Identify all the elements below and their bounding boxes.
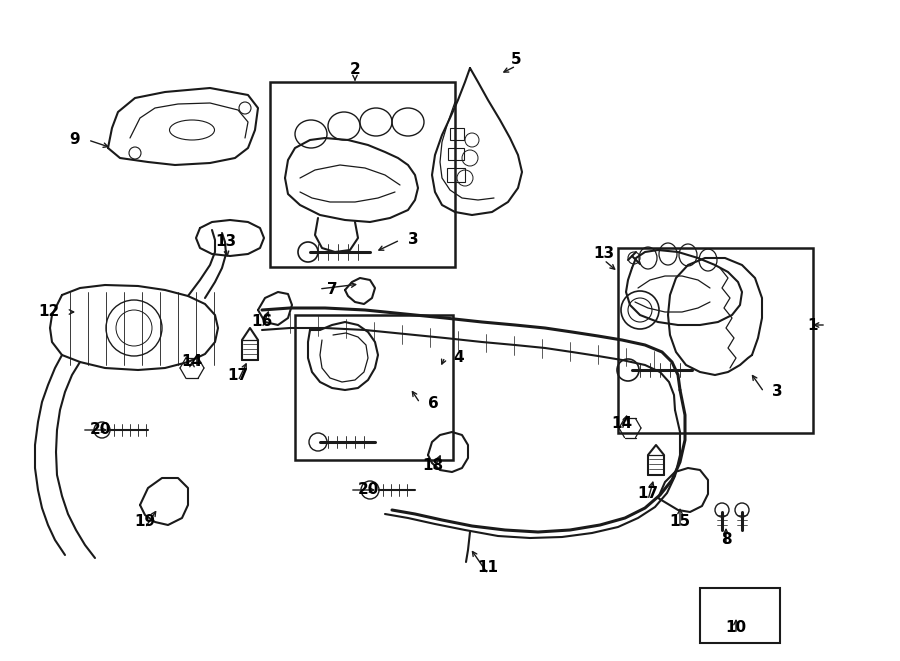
Text: 20: 20 (358, 483, 380, 498)
Text: 15: 15 (670, 514, 690, 529)
Bar (448, 148, 464, 160)
Bar (618, 248, 813, 433)
Text: 17: 17 (228, 368, 248, 383)
Text: 8: 8 (721, 533, 732, 547)
Text: 6: 6 (428, 395, 439, 410)
Bar (270, 82, 455, 267)
Text: 5: 5 (510, 52, 521, 67)
Text: 3: 3 (408, 233, 418, 247)
Text: 9: 9 (69, 132, 80, 147)
Text: 19: 19 (134, 514, 156, 529)
Bar (295, 315, 453, 460)
Text: 3: 3 (772, 385, 783, 399)
Text: 13: 13 (593, 247, 615, 262)
Text: 10: 10 (725, 621, 747, 635)
Text: 16: 16 (251, 315, 273, 329)
Bar (447, 168, 465, 182)
Text: 14: 14 (182, 354, 202, 369)
Bar (700, 588, 780, 643)
Text: 7: 7 (327, 282, 338, 297)
Text: 11: 11 (478, 561, 499, 576)
Text: 4: 4 (453, 350, 464, 364)
Text: 17: 17 (637, 486, 659, 502)
Text: 13: 13 (215, 235, 237, 249)
Text: 12: 12 (39, 305, 60, 319)
Text: 2: 2 (349, 63, 360, 77)
Text: 14: 14 (611, 416, 633, 432)
Text: 1: 1 (807, 317, 818, 332)
Text: 18: 18 (422, 457, 444, 473)
Bar (450, 128, 464, 140)
Text: 20: 20 (90, 422, 112, 438)
